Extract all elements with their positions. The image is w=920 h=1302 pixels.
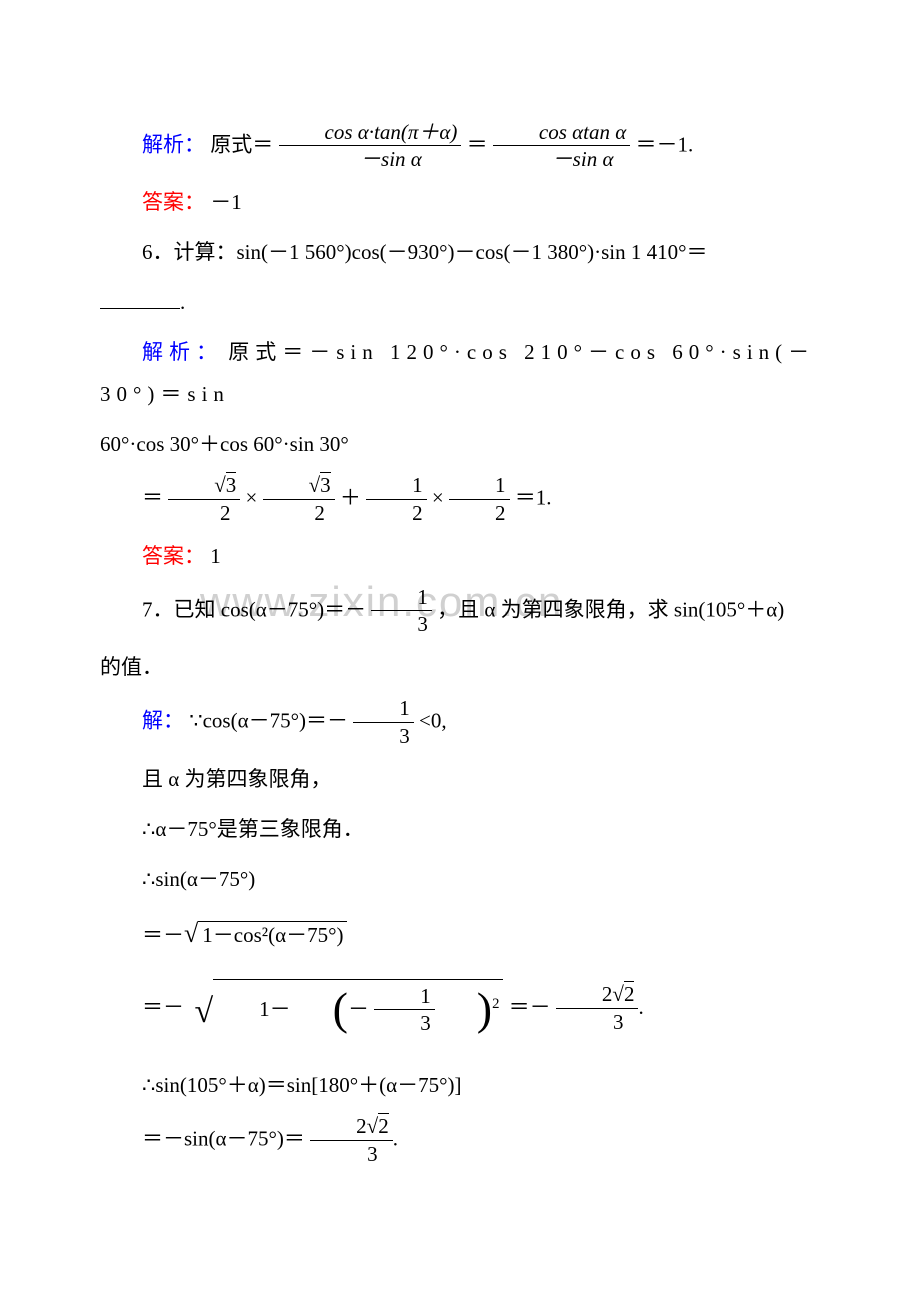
p6-frac-c: 1 2 [366, 473, 427, 526]
p5-prefix: 原式＝ [210, 133, 273, 157]
p7-s8a: ＝－sin(α－75°)＝ [142, 1127, 305, 1151]
p7-s6-r-rad: 2 [624, 981, 635, 1006]
p5-frac2: cos αtan α －sin α [493, 120, 630, 173]
p7-s1b: <0, [419, 709, 447, 733]
p5-frac1-num: cos α·tan(π＋α) [325, 120, 458, 144]
p6-analysis-line1: 解析： 原式＝－sin 120°·cos 210°－cos 60°·sin(－3… [100, 331, 820, 415]
document-content: 解析： 原式＝ cos α·tan(π＋α) －sin α ＝ cos αtan… [100, 120, 820, 1168]
p5-frac2-den: －sin α [552, 147, 614, 171]
p7-s6-r-num: 2 [602, 982, 613, 1006]
p7-s3-text: ∴α－75°是第三象限角． [142, 817, 364, 841]
p5-tail: ＝－1. [636, 133, 694, 157]
p7-qa: 7．已知 cos(α－75°)＝－ [142, 598, 366, 622]
p7-s5-rad: 1－cos²(α－75°) [198, 921, 347, 948]
p6-frac-a: √3 2 [168, 473, 240, 526]
p7-s2-text: 且 α 为第四象限角， [142, 767, 332, 791]
p7-s8-frac: 2√2 3 [310, 1114, 393, 1167]
p7-s2: 且 α 为第四象限角， [100, 758, 820, 800]
p6-analysis-line2: 60°·cos 30°＋cos 60°·sin 30° [100, 423, 820, 465]
answer-label: 答案： [142, 544, 205, 568]
p5-frac1: cos α·tan(π＋α) －sin α [279, 120, 462, 173]
p6-q-prefix: 6．计算：sin(－1 560°)cos(－930°)－cos(－1 380°)… [142, 240, 708, 264]
p7-s8-rad: 2 [378, 1113, 389, 1138]
p7-s1-frac: 1 3 [353, 696, 414, 749]
answer-label: 答案： [142, 190, 205, 214]
p7-qf-den: 3 [371, 611, 432, 638]
p7-solve-line: 解： ∵cos(α－75°)＝－ 1 3 <0, [100, 696, 820, 749]
p6-fb-den: 2 [263, 500, 335, 527]
p7-s7: ∴sin(105°＋α)＝sin[180°＋(α－75°)] [100, 1064, 820, 1106]
p7-s6-inner-frac: 1 3 [374, 984, 435, 1037]
p5-answer-line: 答案： －1 [100, 181, 820, 223]
p7-s1f-den: 3 [353, 723, 414, 750]
p6-fc-num: 1 [366, 473, 427, 499]
p5-frac1-den: －sin α [360, 147, 422, 171]
p7-s3: ∴α－75°是第三象限角． [100, 808, 820, 850]
p7-question-line2: 的值． [100, 646, 820, 688]
p6-q-suffix: . [180, 290, 185, 314]
p7-s6-result-frac: 2√2 3 [556, 982, 639, 1035]
p7-s6: ＝－ √ 1－(－ 1 3 )2 ＝－ 2√2 3 . [100, 968, 820, 1056]
p7-s8-num: 2 [356, 1114, 367, 1138]
p7-s5: ＝－√1－cos²(α－75°) [100, 908, 820, 960]
p7-qc: 的值． [100, 655, 163, 679]
p7-s4: ∴sin(α－75°) [100, 858, 820, 900]
p7-qb: ，且 α 为第四象限角，求 sin(105°＋α) [437, 598, 784, 622]
p6-tail: ＝1. [515, 486, 552, 510]
p7-s1a: ∵cos(α－75°)＝－ [189, 709, 348, 733]
p7-s6-r-den: 3 [556, 1009, 639, 1036]
p6-fa-num: 3 [226, 472, 237, 497]
p6-fd-num: 1 [449, 473, 510, 499]
p6-answer-line: 答案： 1 [100, 535, 820, 577]
p7-q-frac: 1 3 [371, 585, 432, 638]
solve-label: 解： [142, 709, 184, 733]
p6-step1b: 60°·cos 30°＋cos 60°·sin 30° [100, 432, 349, 456]
p5-answer: －1 [210, 190, 242, 214]
p6-question-line2: . [100, 281, 820, 323]
p6-question: 6．计算：sin(－1 560°)cos(－930°)－cos(－1 380°)… [100, 231, 820, 273]
analysis-label: 解析： [142, 340, 223, 364]
p7-s4-text: ∴sin(α－75°) [142, 867, 255, 891]
p6-answer: 1 [210, 544, 221, 568]
p7-s6-in-den: 3 [374, 1010, 435, 1037]
p6-frac-d: 1 2 [449, 473, 510, 526]
p6-frac-line: ＝ √3 2 × √3 2 ＋ 1 2 × 1 2 ＝1. [100, 473, 820, 526]
p7-s8-den: 3 [310, 1141, 393, 1168]
p6-fc-den: 2 [366, 500, 427, 527]
p7-s8: ＝－sin(α－75°)＝ 2√2 3 . [100, 1114, 820, 1167]
analysis-label: 解析： [142, 133, 205, 157]
p7-s1f-num: 1 [353, 696, 414, 722]
p6-fb-num: 3 [320, 472, 331, 497]
blank-underline [100, 308, 180, 309]
p7-s6-in-num: 1 [374, 984, 435, 1010]
p6-fd-den: 2 [449, 500, 510, 527]
p7-question-line1: 7．已知 cos(α－75°)＝－ 1 3 ，且 α 为第四象限角，求 sin(… [100, 585, 820, 638]
p6-frac-b: √3 2 [263, 473, 335, 526]
p5-analysis: 解析： 原式＝ cos α·tan(π＋α) －sin α ＝ cos αtan… [100, 120, 820, 173]
p7-s7-text: ∴sin(105°＋α)＝sin[180°＋(α－75°)] [142, 1073, 462, 1097]
p5-frac2-num: cos αtan α [539, 120, 626, 144]
p7-qf-num: 1 [371, 585, 432, 611]
p6-fa-den: 2 [168, 500, 240, 527]
